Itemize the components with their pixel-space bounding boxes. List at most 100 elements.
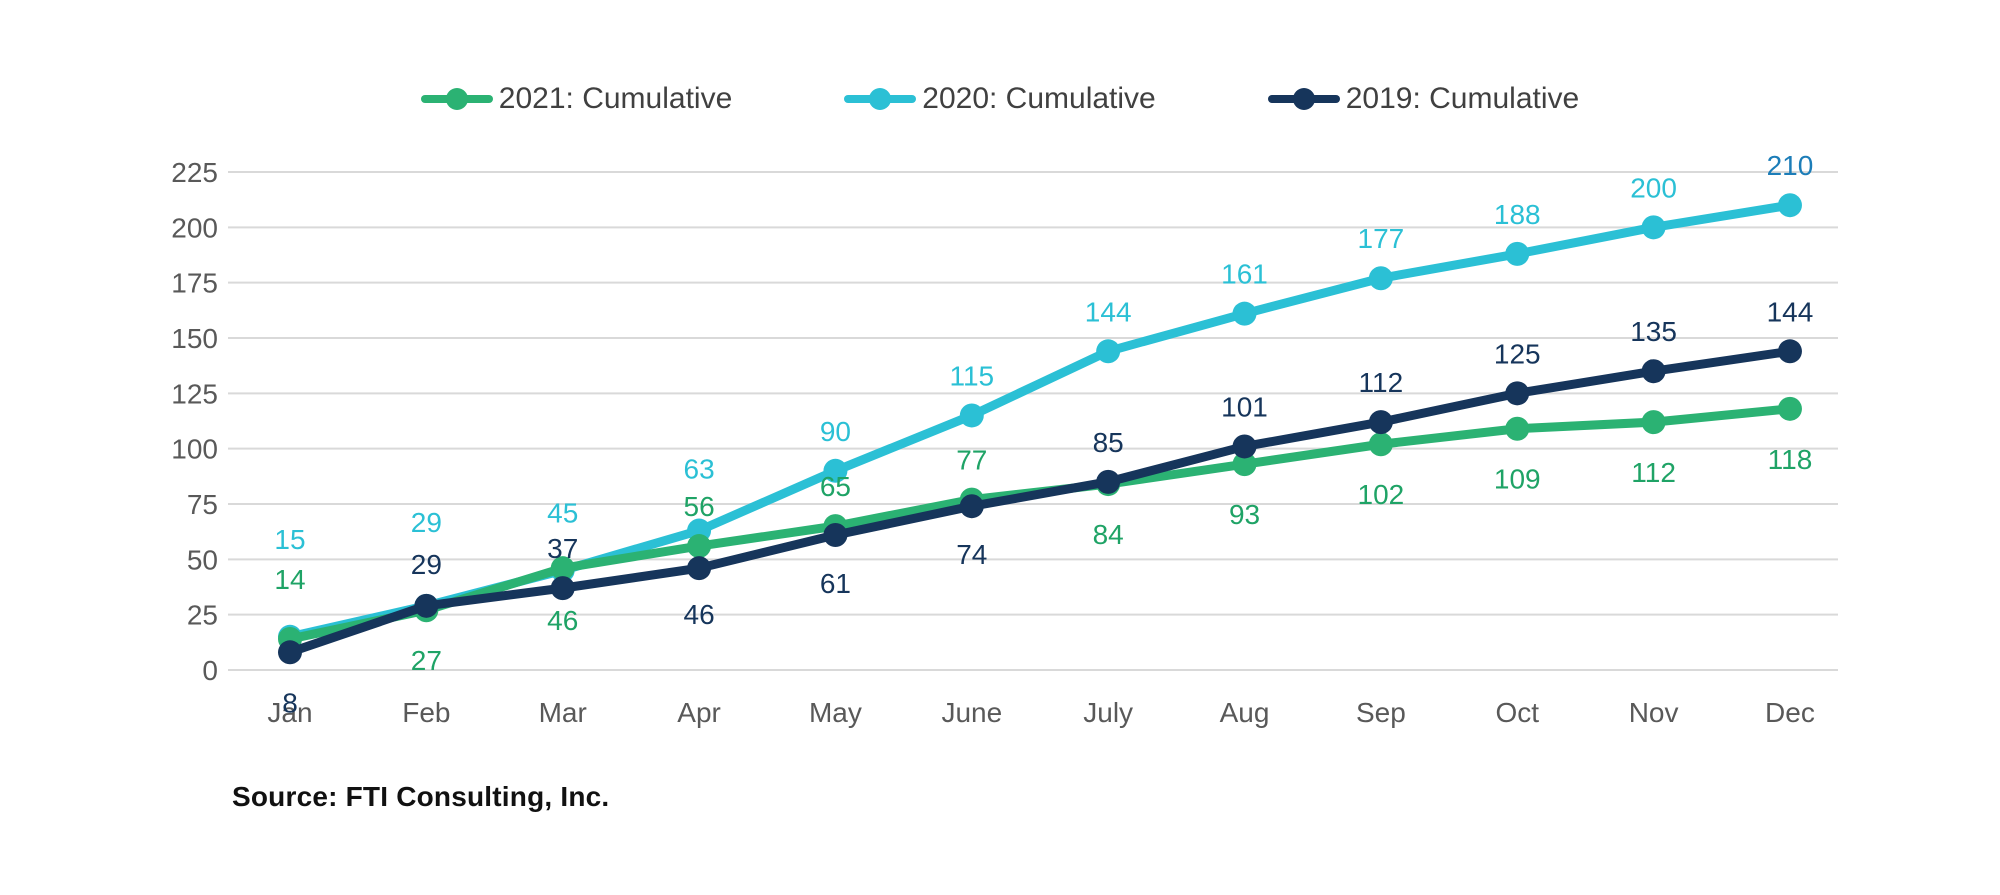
x-axis-tick-label: Mar bbox=[539, 697, 587, 728]
x-axis-tick-label: Aug bbox=[1220, 697, 1270, 728]
data-point-2019-Apr bbox=[687, 556, 712, 581]
y-axis-tick-label: 125 bbox=[171, 378, 218, 409]
data-label-2019-Oct: 125 bbox=[1494, 338, 1541, 369]
x-axis-tick-label: June bbox=[941, 697, 1002, 728]
data-point-2019-Oct bbox=[1505, 381, 1530, 406]
data-point-2019-Mar bbox=[550, 576, 575, 601]
y-axis-tick-label: 200 bbox=[171, 212, 218, 243]
data-label-2020-Feb: 29 bbox=[411, 507, 442, 538]
data-label-2020-Oct: 188 bbox=[1494, 199, 1541, 230]
legend-item-2021: 2021: Cumulative bbox=[420, 82, 733, 115]
data-label-2019-Nov: 135 bbox=[1630, 316, 1677, 347]
data-label-2021-July: 84 bbox=[1093, 519, 1124, 550]
series-line-2021 bbox=[285, 404, 1795, 644]
legend-marker-2021-icon bbox=[420, 86, 493, 112]
data-point-2019-Nov bbox=[1641, 359, 1666, 384]
data-point-2020-July bbox=[1096, 339, 1121, 364]
data-label-2020-Sep: 177 bbox=[1358, 223, 1405, 254]
data-point-2020-June bbox=[959, 403, 984, 428]
data-label-2019-July: 85 bbox=[1093, 427, 1124, 458]
data-point-2019-Feb bbox=[414, 593, 439, 618]
data-label-2019-June: 74 bbox=[956, 539, 987, 570]
x-axis-tick-label: July bbox=[1083, 697, 1133, 728]
y-axis-tick-label: 150 bbox=[171, 323, 218, 354]
x-axis-tick-label: Jan bbox=[267, 697, 312, 728]
data-label-2021-Oct: 109 bbox=[1494, 464, 1541, 495]
data-label-2020-Jan: 15 bbox=[274, 524, 305, 555]
data-label-2019-Jan: 8 bbox=[282, 687, 298, 718]
data-label-2019-Feb: 29 bbox=[411, 549, 442, 580]
data-label-2020-May: 90 bbox=[820, 416, 851, 447]
data-label-2019-Mar: 37 bbox=[547, 533, 578, 564]
data-label-2020-Nov: 200 bbox=[1630, 172, 1677, 203]
data-label-2021-Jan: 14 bbox=[274, 564, 305, 595]
data-point-2021-Aug bbox=[1232, 452, 1257, 477]
data-point-2021-Apr bbox=[687, 534, 712, 559]
x-axis-tick-label: Oct bbox=[1495, 697, 1539, 728]
x-axis-tick-label: Sep bbox=[1356, 697, 1406, 728]
data-label-2020-June: 115 bbox=[949, 360, 994, 391]
y-axis-tick-label: 50 bbox=[187, 544, 218, 575]
chart-legend: 2021: Cumulative 2020: Cumulative 2019: … bbox=[0, 84, 2000, 114]
x-axis-tick-label: Apr bbox=[677, 697, 721, 728]
legend-marker-2019-icon bbox=[1267, 86, 1340, 112]
x-axis-tick-label: Nov bbox=[1629, 697, 1679, 728]
data-point-2019-May bbox=[823, 522, 848, 547]
data-point-2019-Sep bbox=[1368, 410, 1393, 435]
data-point-2020-Nov bbox=[1641, 215, 1666, 240]
data-point-2020-May bbox=[823, 458, 848, 483]
data-label-2019-Aug: 101 bbox=[1221, 391, 1268, 422]
data-point-2020-Oct bbox=[1505, 241, 1530, 266]
legend-item-2020: 2020: Cumulative bbox=[844, 82, 1156, 115]
data-label-2021-Aug: 93 bbox=[1229, 499, 1260, 530]
data-point-2020-Aug bbox=[1232, 301, 1257, 326]
data-label-2021-Feb: 27 bbox=[411, 645, 442, 676]
data-point-2019-Jan bbox=[278, 640, 302, 665]
y-axis-tick-label: 100 bbox=[171, 434, 218, 465]
data-point-2019-Dec bbox=[1777, 339, 1802, 364]
data-point-2019-Aug bbox=[1232, 434, 1257, 459]
data-point-2021-Mar bbox=[550, 556, 575, 581]
y-axis-tick-label: 75 bbox=[187, 489, 218, 520]
source-note: Source: FTI Consulting, Inc. bbox=[232, 781, 610, 812]
data-label-2021-Nov: 112 bbox=[1631, 457, 1676, 488]
data-label-2021-Dec: 118 bbox=[1768, 444, 1813, 475]
data-label-2021-May: 65 bbox=[820, 471, 851, 502]
series-line-2019 bbox=[285, 346, 1795, 657]
data-point-2021-Oct bbox=[1505, 416, 1530, 441]
data-label-2019-Sep: 112 bbox=[1359, 367, 1404, 398]
data-point-2019-June bbox=[959, 494, 984, 519]
x-axis-tick-label: Feb bbox=[402, 697, 450, 728]
legend-item-2019: 2019: Cumulative bbox=[1267, 82, 1580, 115]
legend-marker-2020-icon bbox=[844, 86, 917, 112]
data-label-2021-Apr: 56 bbox=[684, 491, 715, 522]
series-line-2020 bbox=[285, 200, 1795, 642]
x-axis-tick-label: Dec bbox=[1765, 697, 1815, 728]
data-point-2020-Sep bbox=[1368, 266, 1393, 291]
data-point-2021-Sep bbox=[1368, 432, 1393, 457]
data-label-2021-Mar: 46 bbox=[547, 605, 578, 636]
data-label-2019-Apr: 46 bbox=[684, 599, 715, 630]
legend-label-2019: 2019: Cumulative bbox=[1345, 82, 1580, 115]
data-label-2019-Dec: 144 bbox=[1767, 296, 1814, 327]
data-label-2021-Sep: 102 bbox=[1358, 479, 1405, 510]
data-point-2021-Dec bbox=[1777, 396, 1802, 421]
y-axis-tick-label: 0 bbox=[202, 655, 218, 686]
data-label-2020-Aug: 161 bbox=[1221, 259, 1268, 290]
data-point-2021-Nov bbox=[1641, 410, 1666, 435]
data-label-2020-July: 144 bbox=[1085, 296, 1132, 327]
y-axis-tick-label: 25 bbox=[187, 600, 218, 631]
y-axis-tick-label: 225 bbox=[171, 157, 218, 188]
legend-label-2021: 2021: Cumulative bbox=[498, 82, 733, 115]
data-point-2019-July bbox=[1096, 469, 1121, 494]
data-label-2019-May: 61 bbox=[820, 568, 851, 599]
data-label-2020-Mar: 45 bbox=[547, 497, 578, 528]
y-axis-tick-label: 175 bbox=[171, 268, 218, 299]
data-point-2020-Dec bbox=[1777, 193, 1802, 218]
data-label-2020-Apr: 63 bbox=[684, 454, 715, 485]
x-axis-tick-label: May bbox=[809, 697, 862, 728]
data-label-2020-Dec: 210 bbox=[1767, 150, 1814, 181]
data-label-2021-June: 77 bbox=[956, 445, 987, 476]
legend-label-2020: 2020: Cumulative bbox=[922, 82, 1156, 115]
